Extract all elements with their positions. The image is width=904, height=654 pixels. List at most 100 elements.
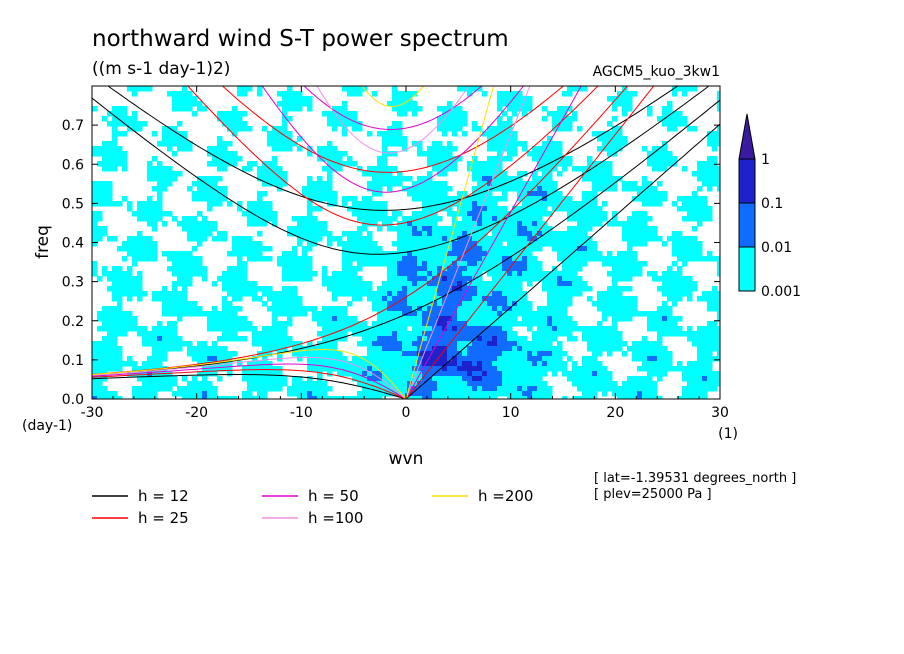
heatmap-cell [452, 146, 458, 152]
heatmap-cell [377, 131, 383, 137]
heatmap-cell [322, 111, 328, 117]
heatmap-cell [437, 326, 443, 332]
heatmap-cell [392, 346, 398, 352]
heatmap-cell [172, 261, 178, 267]
heatmap-cell [167, 136, 173, 142]
heatmap-cell [482, 231, 488, 237]
heatmap-cell [407, 311, 413, 317]
heatmap-cell [522, 146, 528, 152]
heatmap-cell [447, 291, 453, 297]
heatmap-cell [432, 336, 438, 342]
heatmap-cell [237, 276, 243, 282]
heatmap-cell [342, 331, 348, 337]
heatmap-cell [472, 391, 478, 397]
heatmap-cell [607, 221, 613, 227]
heatmap-cell [407, 351, 413, 357]
heatmap-cell [407, 276, 413, 282]
heatmap-cell [477, 231, 483, 237]
heatmap-cell [452, 156, 458, 162]
heatmap-cell [577, 261, 583, 267]
heatmap-cell [702, 341, 708, 347]
heatmap-cell [672, 296, 678, 302]
heatmap-cell [427, 156, 433, 162]
heatmap-cell [242, 391, 248, 397]
heatmap-cell [442, 171, 448, 177]
heatmap-cell [587, 246, 593, 252]
heatmap-cell [552, 146, 558, 152]
heatmap-cell [447, 271, 453, 277]
heatmap-cell [482, 181, 488, 187]
heatmap-cell [112, 346, 118, 352]
heatmap-cell [457, 331, 463, 337]
heatmap-cell [222, 141, 228, 147]
heatmap-cell [632, 91, 638, 97]
heatmap-cell [362, 341, 368, 347]
heatmap-cell [437, 361, 443, 367]
heatmap-cell [687, 376, 693, 382]
heatmap-cell [632, 356, 638, 362]
heatmap-cell [147, 386, 153, 392]
heatmap-cell [452, 116, 458, 122]
heatmap-cell [577, 231, 583, 237]
heatmap-cell [412, 246, 418, 252]
heatmap-cell [707, 131, 713, 137]
heatmap-cell [697, 336, 703, 342]
heatmap-cell [507, 341, 513, 347]
heatmap-cell [602, 176, 608, 182]
heatmap-cell [247, 236, 253, 242]
heatmap-cell [697, 196, 703, 202]
heatmap-cell [612, 106, 618, 112]
heatmap-cell [282, 131, 288, 137]
heatmap-cell [287, 96, 293, 102]
heatmap-cell [602, 186, 608, 192]
heatmap-cell [582, 391, 588, 397]
heatmap-cell [442, 366, 448, 372]
legend-label: h = 25 [138, 509, 189, 527]
heatmap-cell [332, 346, 338, 352]
heatmap-cell [442, 281, 448, 287]
heatmap-cell [572, 266, 578, 272]
heatmap-cell [567, 326, 573, 332]
heatmap-cell [497, 336, 503, 342]
heatmap-cell [567, 161, 573, 167]
heatmap-cell [437, 301, 443, 307]
heatmap-cell [342, 111, 348, 117]
heatmap-cell [662, 161, 668, 167]
heatmap-cell [467, 196, 473, 202]
heatmap-cell [517, 281, 523, 287]
heatmap-cell [627, 396, 633, 399]
heatmap-cell [367, 196, 373, 202]
heatmap-cell [472, 171, 478, 177]
heatmap-cell [137, 246, 143, 252]
heatmap-cell [612, 186, 618, 192]
heatmap-cell [547, 391, 553, 397]
heatmap-cell [362, 326, 368, 332]
heatmap-cell [502, 286, 508, 292]
heatmap-cell [447, 161, 453, 167]
heatmap-cell [207, 311, 213, 317]
heatmap-cell [497, 341, 503, 347]
heatmap-cell [372, 341, 378, 347]
heatmap-cell [607, 381, 613, 387]
heatmap-cell [367, 366, 373, 372]
heatmap-cell [392, 121, 398, 127]
heatmap-cell [332, 121, 338, 127]
heatmap-cell [642, 366, 648, 372]
heatmap-cell [702, 386, 708, 392]
heatmap-cell [337, 306, 343, 312]
heatmap-cell [317, 396, 323, 399]
heatmap-cell [652, 366, 658, 372]
heatmap-cell [147, 396, 153, 399]
heatmap-cell [192, 376, 198, 382]
heatmap-cell [112, 276, 118, 282]
heatmap-cell [167, 141, 173, 147]
heatmap-cell [222, 331, 228, 337]
heatmap-cell [282, 381, 288, 387]
heatmap-cell [312, 351, 318, 357]
heatmap-cell [92, 366, 98, 372]
heatmap-cell [372, 386, 378, 392]
heatmap-cell [702, 326, 708, 332]
heatmap-cell [562, 321, 568, 327]
heatmap-cell [312, 346, 318, 352]
heatmap-cell [432, 391, 438, 397]
